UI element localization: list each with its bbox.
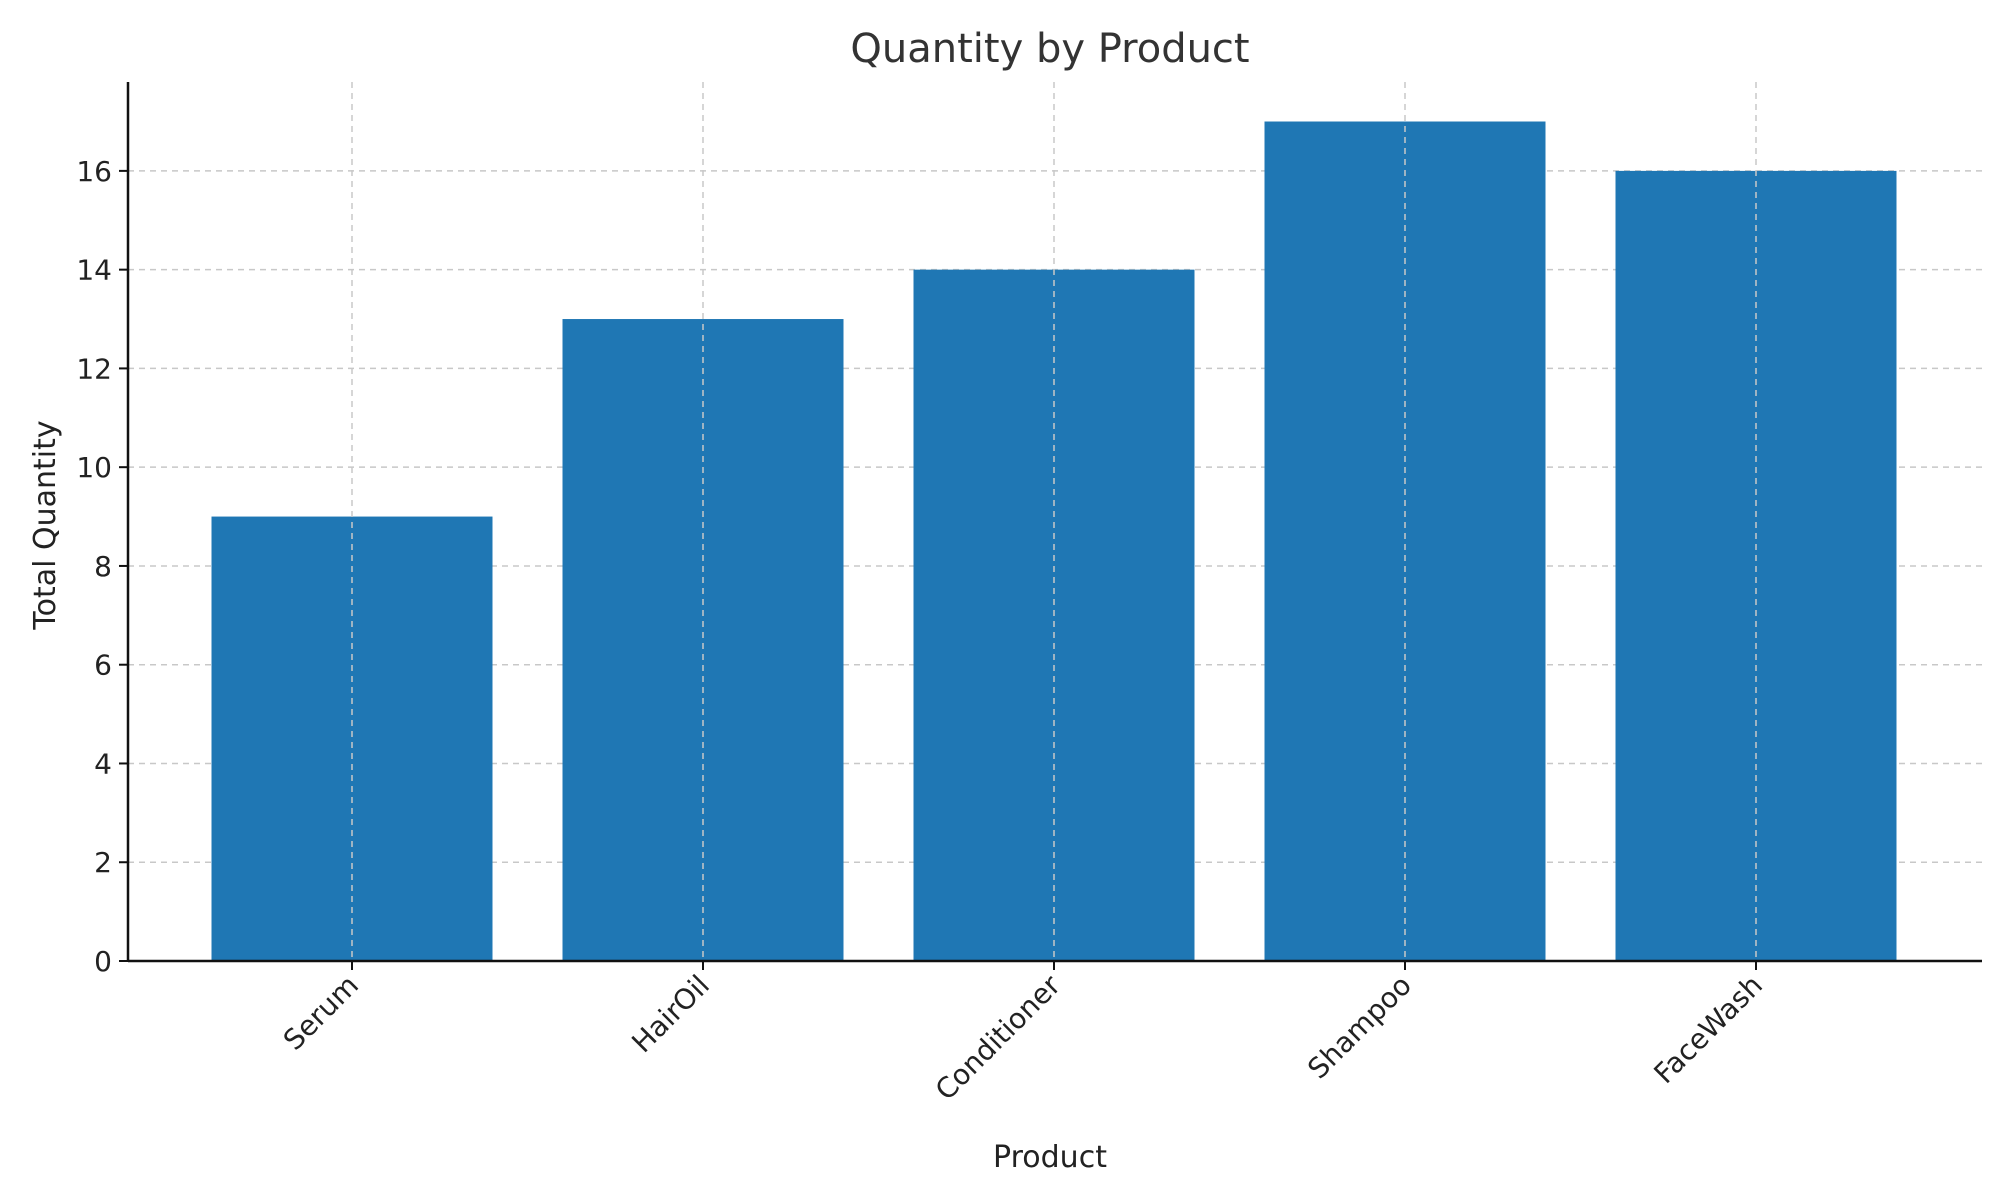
y-tick-label: 12 xyxy=(76,352,112,385)
x-tick-label-hairoil: HairOil xyxy=(625,969,716,1060)
chart-title: Quantity by Product xyxy=(850,26,1249,72)
x-tick-label-facewash: FaceWash xyxy=(1648,969,1769,1090)
x-tick-label-conditioner: Conditioner xyxy=(929,968,1067,1106)
y-tick-label: 10 xyxy=(76,451,112,484)
y-axis-label: Total Quantity xyxy=(28,420,63,630)
bar-serum xyxy=(211,516,493,961)
y-tick-label: 14 xyxy=(76,254,112,287)
x-tick-label-shampoo: Shampoo xyxy=(1301,969,1418,1086)
bar-layer xyxy=(211,121,1897,962)
x-tick-label-serum: Serum xyxy=(277,969,365,1057)
y-tick-label: 6 xyxy=(94,649,112,682)
y-tick-label: 8 xyxy=(94,550,112,583)
y-tick-label: 2 xyxy=(94,846,112,879)
y-tick-label: 0 xyxy=(94,945,112,978)
label-layer: Quantity by Product Product Total Quanti… xyxy=(28,26,1250,1175)
vertical-grid-layer xyxy=(351,82,1757,961)
x-axis-label: Product xyxy=(993,1140,1107,1175)
y-tick-label: 4 xyxy=(94,747,112,780)
y-tick-label: 16 xyxy=(76,155,112,188)
